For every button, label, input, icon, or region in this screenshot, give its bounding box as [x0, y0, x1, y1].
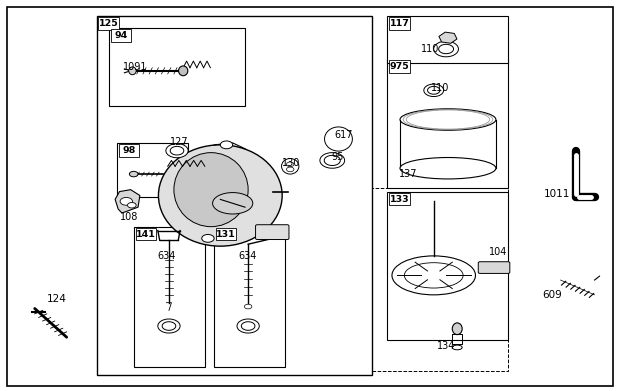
Circle shape: [286, 162, 294, 167]
Ellipse shape: [452, 345, 462, 350]
Ellipse shape: [159, 145, 282, 246]
Bar: [117, 143, 188, 197]
Bar: [109, 28, 245, 106]
Text: 95: 95: [332, 152, 344, 162]
Bar: [388, 192, 508, 340]
Ellipse shape: [129, 67, 136, 75]
Bar: [389, 193, 410, 205]
Text: eReplacementParts.com: eReplacementParts.com: [201, 190, 321, 201]
Text: 131: 131: [216, 230, 236, 239]
Bar: [136, 228, 156, 240]
Bar: [372, 188, 508, 371]
Ellipse shape: [324, 127, 352, 151]
Text: 117: 117: [389, 19, 409, 28]
Circle shape: [220, 141, 232, 149]
Text: 110: 110: [431, 83, 449, 93]
Bar: [388, 16, 508, 63]
Text: 634: 634: [239, 251, 257, 261]
Text: 124: 124: [47, 294, 67, 304]
Text: 634: 634: [158, 251, 176, 261]
Text: 609: 609: [542, 290, 562, 300]
Bar: [99, 18, 119, 30]
Circle shape: [286, 167, 294, 172]
Bar: [97, 16, 372, 375]
Text: 130: 130: [282, 158, 301, 168]
Circle shape: [128, 203, 136, 208]
Text: 141: 141: [136, 230, 156, 239]
Circle shape: [244, 304, 252, 309]
FancyBboxPatch shape: [478, 262, 510, 273]
Text: 617: 617: [335, 130, 353, 140]
Ellipse shape: [400, 109, 496, 130]
Circle shape: [202, 235, 214, 242]
Circle shape: [120, 197, 133, 205]
Ellipse shape: [213, 193, 253, 214]
Text: 137: 137: [399, 169, 417, 179]
Text: 110: 110: [422, 45, 440, 54]
Bar: [389, 18, 410, 30]
Ellipse shape: [452, 323, 462, 335]
Text: 94: 94: [114, 31, 128, 40]
Ellipse shape: [179, 66, 188, 76]
Ellipse shape: [400, 158, 496, 179]
Text: 134: 134: [437, 341, 455, 350]
Text: 1011: 1011: [544, 188, 570, 199]
FancyBboxPatch shape: [255, 225, 289, 240]
Text: 125: 125: [99, 19, 118, 28]
Text: 1091: 1091: [123, 62, 148, 72]
Ellipse shape: [281, 158, 299, 174]
Bar: [134, 227, 205, 367]
Bar: [216, 228, 236, 240]
Text: 127: 127: [170, 137, 188, 147]
Bar: [119, 144, 140, 156]
Bar: [389, 60, 410, 73]
Ellipse shape: [174, 152, 248, 227]
Text: 975: 975: [389, 62, 409, 71]
Polygon shape: [115, 190, 140, 213]
Text: 104: 104: [489, 247, 508, 257]
Text: 98: 98: [122, 146, 136, 155]
Text: 133: 133: [389, 194, 409, 203]
Circle shape: [130, 171, 138, 177]
Text: 108: 108: [120, 212, 138, 222]
Bar: [111, 29, 131, 41]
Bar: [388, 59, 508, 188]
Bar: [214, 227, 285, 367]
